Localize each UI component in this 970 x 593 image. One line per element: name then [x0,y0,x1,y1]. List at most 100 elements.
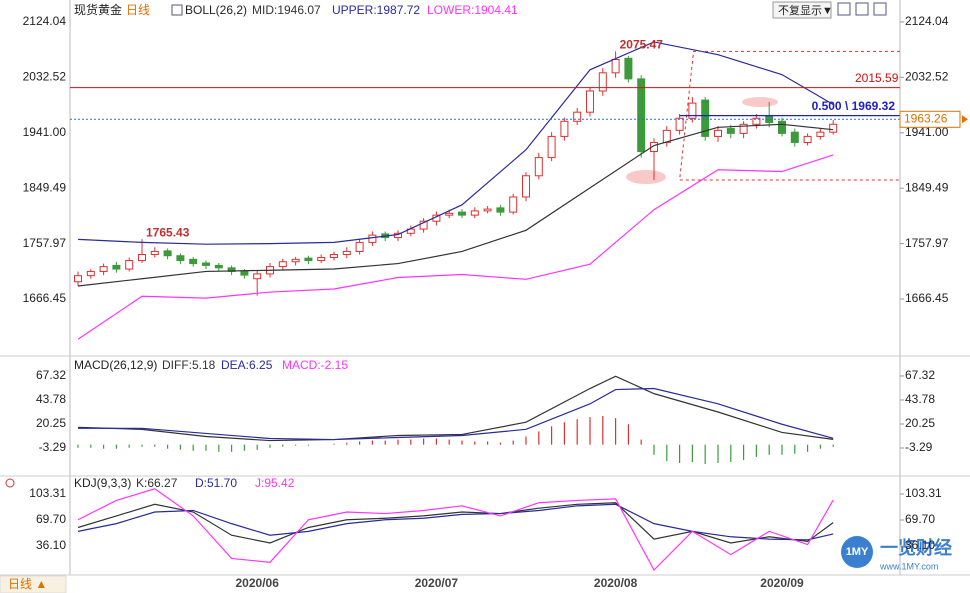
marker [742,97,778,107]
button[interactable] [772,1,832,19]
candle-body [803,135,812,143]
candle-body [368,234,377,243]
y-tick-label: 36.10 [36,538,66,552]
y-tick-label: 1941.00 [905,125,949,139]
legend-entry: LOWER:1904.41 [427,3,518,17]
y-tick-label: 20.25 [36,416,66,430]
y-tick-label: 69.70 [36,512,66,526]
indicator-label: BOLL(26,2) [185,3,247,17]
candle-body [701,99,710,137]
panel-title: KDJ(9,3,3) [74,476,131,490]
price-line-label: 2015.59 [855,71,899,85]
candle-body [419,220,428,230]
candle-body [445,212,454,216]
y-tick-label: 1849.49 [23,180,67,194]
candle-body [291,258,300,263]
candle-body [86,270,95,277]
candle-body [726,128,735,134]
candle-body [573,111,582,122]
y-tick-label: 1757.97 [23,236,67,250]
candle-body [560,120,569,137]
high-annotation: 1765.43 [146,225,190,239]
candle-body [163,250,172,257]
candle-body [99,266,108,272]
indicator-line [77,503,834,541]
y-tick-label: 20.25 [905,416,935,430]
candle-body [330,254,338,259]
y-tick-label: -3.29 [905,440,933,454]
candle-body [138,254,146,262]
button-label[interactable]: 不复显示▼ [778,3,833,17]
footer-tab[interactable] [0,575,67,593]
watermark-url: www.1MY.com [879,561,938,571]
legend-entry: K:66.27 [136,476,178,490]
indicator-line [77,41,834,245]
legend-entry: MID:1946.07 [252,3,321,17]
watermark-logo [841,536,873,568]
indicator-line [77,502,834,544]
fib-label: 0.500 \ 1969.32 [812,99,896,113]
x-tick-label: 2020/09 [760,576,804,590]
candle-body [202,262,210,266]
y-tick-label: 1941.00 [23,125,67,139]
candle-body [240,270,249,276]
legend-entry: J:95.42 [255,476,295,490]
icon[interactable] [837,2,851,16]
settings-icon[interactable] [5,478,15,488]
candle-body [829,123,838,133]
y-tick-label: 103.31 [905,486,942,500]
icon[interactable] [855,2,869,16]
watermark-name: 一览财经 [880,537,952,558]
y-tick-label: 67.32 [905,368,935,382]
candle-body [253,273,262,280]
candle-body [317,257,326,262]
candle-body [112,264,121,270]
y-tick-label: 43.78 [905,392,935,406]
candle-body [189,258,198,265]
high-annotation: 2075.47 [620,38,664,52]
indicator-line [78,387,834,441]
icon[interactable] [873,2,887,16]
candle-body [714,129,722,137]
y-tick-label: 1757.97 [905,236,949,250]
last-price-arrow [962,115,968,124]
chart-title: 现货黄金 [74,2,122,17]
candle-body [176,255,185,262]
candle-body [509,196,518,213]
x-tick-label: 2020/08 [594,576,638,590]
period-label: 日线 [126,3,150,17]
y-tick-label: 2032.52 [905,70,949,84]
candle-body [624,57,633,80]
candle-body [637,78,646,153]
y-tick-label: 1849.49 [905,180,949,194]
y-tick-label: 67.32 [36,368,66,382]
y-tick-label: 2124.04 [23,14,67,28]
candle-body [598,72,607,92]
candle-body [278,261,287,268]
last-price-label: 1963.26 [904,111,948,125]
indicator-line [77,154,834,340]
last-price-tag [899,110,961,128]
candle-body [586,90,594,113]
candle-body [611,59,620,74]
indicator-line [77,488,834,572]
candle-body [790,131,799,143]
candle-body [765,115,774,123]
candle-body [74,275,82,283]
legend-entry: DIFF:5.18 [162,358,216,372]
x-tick-label: 2020/07 [415,576,459,590]
candle-body [778,120,786,134]
candle-body [496,207,505,213]
candle-body [483,208,492,212]
footer-tab-label[interactable]: 日线 ▲ [8,577,47,591]
candle-body [342,250,351,256]
indicator-line [77,123,834,287]
y-tick-label: 2032.52 [23,70,67,84]
indicator-icon [171,4,183,16]
marker [626,170,666,184]
candle-body [739,123,748,134]
indicator-line [77,375,834,442]
watermark-logo-text: 1MY [846,546,869,558]
y-tick-label: 103.31 [29,486,66,500]
candle-body [522,175,530,198]
